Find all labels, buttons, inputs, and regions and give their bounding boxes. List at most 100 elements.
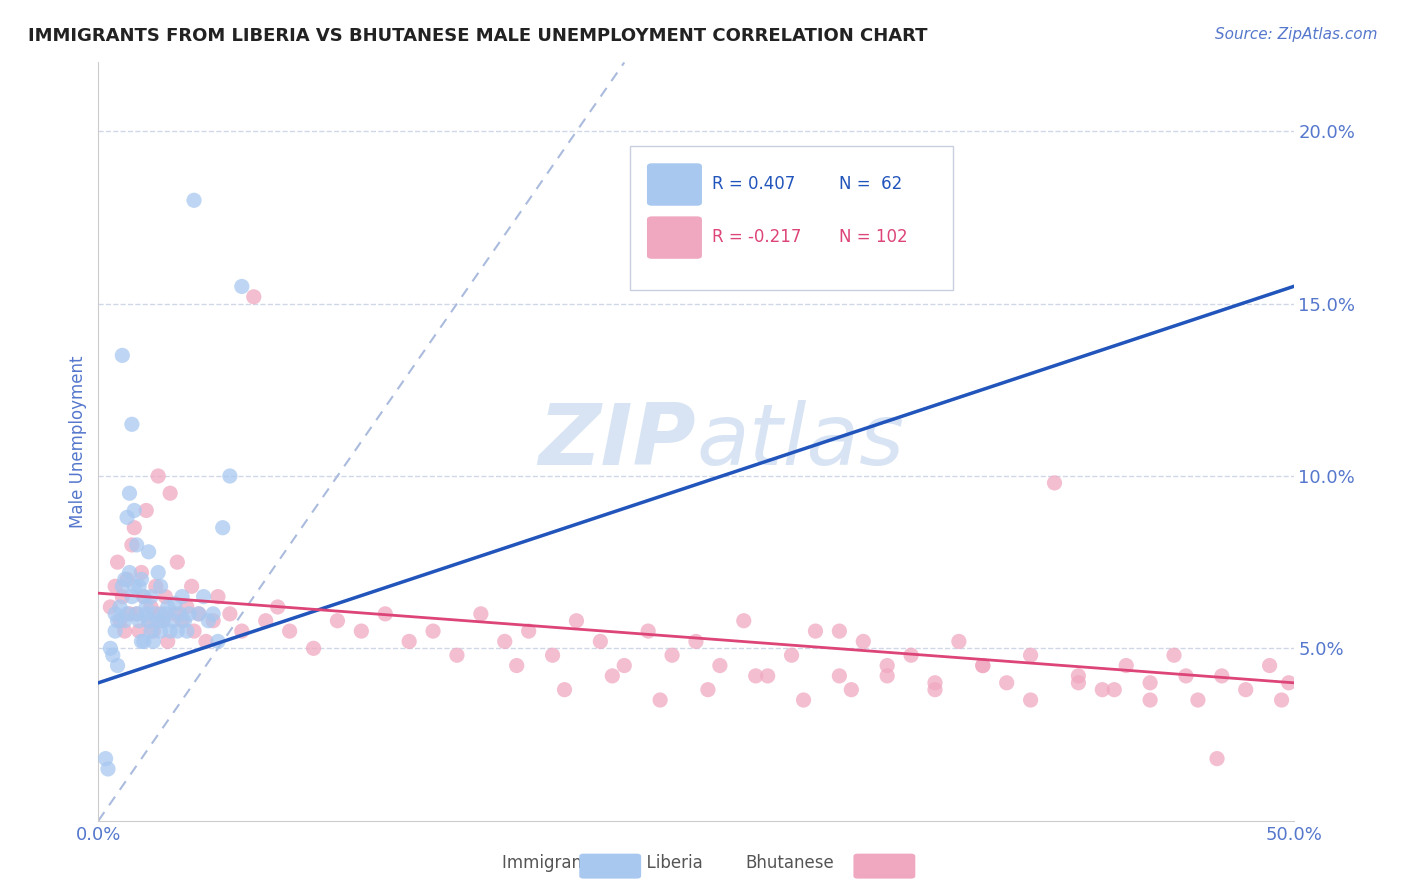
Point bbox=[900, 648, 922, 663]
Point bbox=[148, 469, 170, 483]
Point bbox=[124, 521, 146, 535]
Text: N =  62: N = 62 bbox=[839, 175, 903, 193]
Point bbox=[374, 607, 396, 621]
Point bbox=[108, 614, 131, 628]
Point bbox=[128, 579, 150, 593]
Point bbox=[398, 634, 420, 648]
Point bbox=[972, 658, 994, 673]
Point bbox=[876, 658, 898, 673]
Point bbox=[207, 590, 229, 604]
Point bbox=[118, 607, 141, 621]
Point bbox=[494, 634, 516, 648]
Point bbox=[1206, 751, 1229, 765]
Point bbox=[828, 669, 851, 683]
Point bbox=[111, 590, 134, 604]
Point bbox=[648, 693, 672, 707]
Point bbox=[589, 634, 612, 648]
Point bbox=[697, 682, 720, 697]
Point bbox=[780, 648, 803, 663]
Point bbox=[841, 682, 863, 697]
Point bbox=[101, 648, 124, 663]
Point bbox=[637, 624, 659, 639]
Point bbox=[108, 599, 131, 614]
Text: Immigrants from Liberia: Immigrants from Liberia bbox=[502, 855, 703, 872]
Point bbox=[187, 607, 209, 621]
Point bbox=[852, 634, 875, 648]
Point bbox=[1258, 658, 1281, 673]
Point bbox=[115, 510, 138, 524]
Text: R = 0.407: R = 0.407 bbox=[711, 175, 794, 193]
Point bbox=[148, 614, 170, 628]
Point bbox=[125, 607, 148, 621]
Point bbox=[1139, 693, 1161, 707]
Point bbox=[173, 614, 195, 628]
Point bbox=[1019, 693, 1042, 707]
Point bbox=[1187, 693, 1209, 707]
Point bbox=[94, 751, 117, 765]
Point bbox=[231, 624, 253, 639]
Point bbox=[155, 590, 177, 604]
Point bbox=[1175, 669, 1198, 683]
Point bbox=[804, 624, 827, 639]
Point bbox=[267, 599, 290, 614]
Point bbox=[163, 607, 186, 621]
Point bbox=[166, 555, 188, 569]
Point bbox=[107, 658, 129, 673]
Point bbox=[183, 624, 205, 639]
Point bbox=[114, 573, 136, 587]
Point bbox=[506, 658, 529, 673]
Point bbox=[118, 486, 141, 500]
Text: R = -0.217: R = -0.217 bbox=[711, 227, 801, 246]
Point bbox=[661, 648, 683, 663]
Point bbox=[166, 624, 188, 639]
Point bbox=[1067, 675, 1090, 690]
Point bbox=[685, 634, 707, 648]
Point bbox=[1104, 682, 1126, 697]
Point bbox=[709, 658, 731, 673]
Point bbox=[541, 648, 564, 663]
Point bbox=[98, 599, 122, 614]
Text: N = 102: N = 102 bbox=[839, 227, 908, 246]
Point bbox=[195, 634, 218, 648]
Point bbox=[135, 599, 157, 614]
Point bbox=[995, 675, 1018, 690]
Point bbox=[111, 579, 134, 593]
Point bbox=[948, 634, 970, 648]
Point bbox=[162, 614, 184, 628]
Point bbox=[733, 614, 755, 628]
Y-axis label: Male Unemployment: Male Unemployment bbox=[69, 355, 87, 528]
Point bbox=[219, 469, 242, 483]
Point bbox=[613, 658, 636, 673]
Text: Source: ZipAtlas.com: Source: ZipAtlas.com bbox=[1215, 27, 1378, 42]
Text: Bhutanese: Bhutanese bbox=[745, 855, 834, 872]
Point bbox=[159, 486, 181, 500]
Point bbox=[131, 634, 153, 648]
Point bbox=[180, 579, 202, 593]
Point bbox=[756, 669, 779, 683]
Point bbox=[159, 624, 181, 639]
Point bbox=[135, 503, 157, 517]
Point bbox=[176, 599, 198, 614]
Point bbox=[924, 675, 946, 690]
Text: ZIP: ZIP bbox=[538, 400, 696, 483]
Point bbox=[148, 566, 170, 580]
Point bbox=[115, 607, 138, 621]
Point bbox=[139, 624, 162, 639]
Point bbox=[231, 279, 253, 293]
Point bbox=[1091, 682, 1114, 697]
Point bbox=[104, 624, 127, 639]
Point bbox=[176, 624, 198, 639]
Point bbox=[124, 579, 146, 593]
Point bbox=[972, 658, 994, 673]
Point bbox=[139, 590, 162, 604]
Point bbox=[128, 614, 150, 628]
Point bbox=[924, 682, 946, 697]
Point bbox=[254, 614, 277, 628]
Point bbox=[132, 590, 155, 604]
Point bbox=[1278, 675, 1301, 690]
Point bbox=[115, 573, 138, 587]
Point bbox=[139, 599, 162, 614]
Point bbox=[326, 614, 349, 628]
Point bbox=[152, 614, 174, 628]
Point bbox=[876, 669, 898, 683]
